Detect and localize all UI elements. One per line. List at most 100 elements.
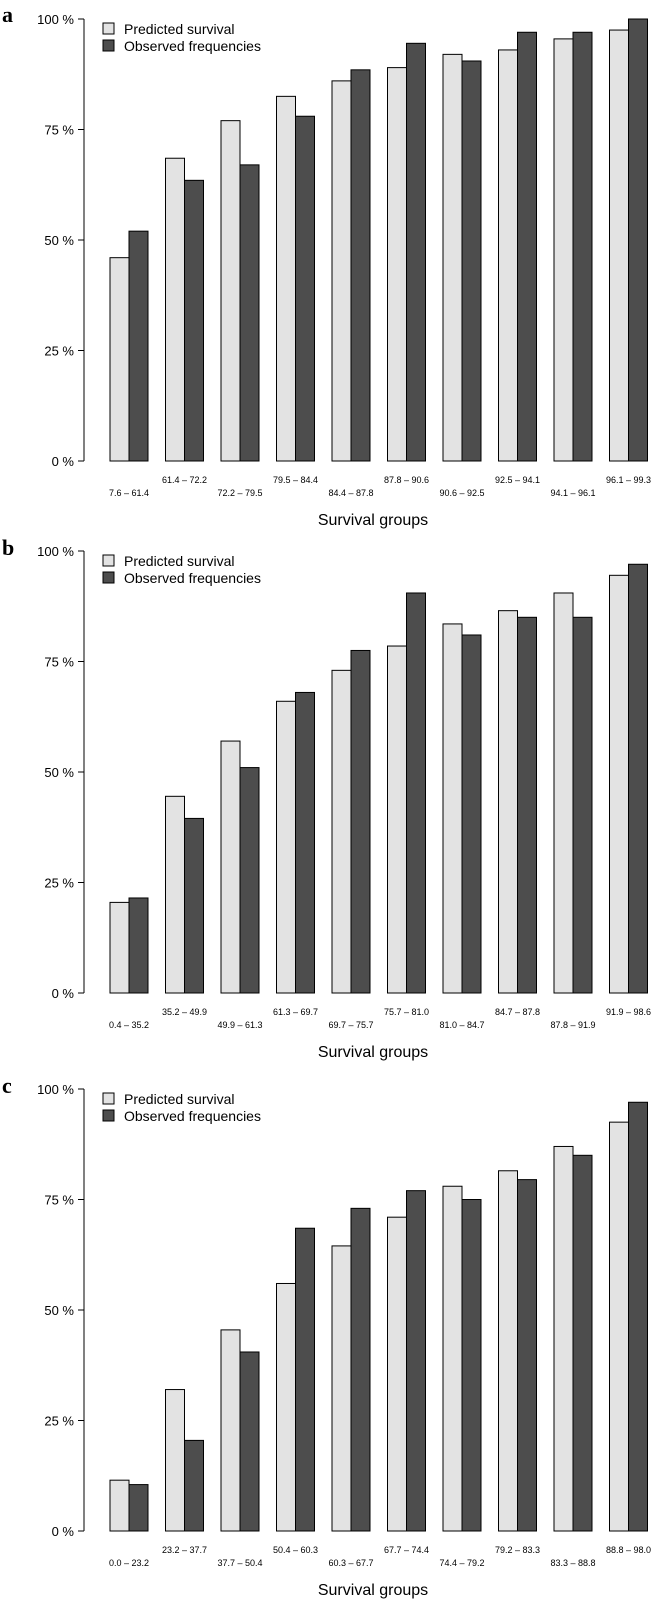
legend-swatch-observed <box>102 571 115 584</box>
observed-bar <box>461 60 482 462</box>
predicted-bar <box>165 157 185 462</box>
observed-bar <box>128 230 149 462</box>
chart-panel-c: c 0 % 25 % 50 % 75 % 100 % 0.0 – 23.2 23.2 – 37… <box>2 1073 651 1599</box>
x-axis-label: Survival groups <box>318 1582 428 1599</box>
predicted-bar <box>387 1216 407 1532</box>
observed-bar <box>572 31 593 462</box>
predicted-bar <box>609 1121 629 1532</box>
observed-bar <box>628 563 648 994</box>
x-tick-label: 23.2 – 37.7 <box>162 1545 207 1555</box>
predicted-bar <box>276 95 296 462</box>
predicted-bar <box>109 257 130 462</box>
predicted-bar <box>498 610 518 994</box>
observed-bar <box>128 897 149 994</box>
x-tick-label: 69.7 – 75.7 <box>328 1020 373 1030</box>
observed-bar <box>184 179 204 462</box>
observed-bar <box>572 1154 593 1532</box>
observed-bar <box>628 18 648 462</box>
observed-bar <box>239 1351 260 1532</box>
x-tick-label: 92.5 – 94.1 <box>495 475 540 485</box>
panel-label: c <box>2 1073 12 1098</box>
predicted-bar <box>276 1282 296 1532</box>
x-tick-label: 81.0 – 84.7 <box>439 1020 484 1030</box>
x-tick-label: 84.7 – 87.8 <box>495 1007 540 1017</box>
legend-swatch-observed <box>102 39 115 52</box>
predicted-bar <box>165 1389 185 1532</box>
observed-bar <box>184 817 204 994</box>
x-tick-label: 96.1 – 99.3 <box>606 475 651 485</box>
x-tick-label: 7.6 – 61.4 <box>109 488 149 498</box>
y-tick-label: 75 % <box>44 123 74 138</box>
x-tick-label: 61.4 – 72.2 <box>162 475 207 485</box>
y-tick-label: 25 % <box>44 1414 74 1429</box>
predicted-bar <box>220 120 241 462</box>
legend-label-predicted: Predicted survival <box>124 21 235 37</box>
predicted-bar <box>387 67 407 462</box>
predicted-bar <box>220 1329 241 1532</box>
panel-label: b <box>2 535 14 560</box>
legend-swatch-observed <box>102 1109 115 1122</box>
observed-bar <box>461 1199 482 1532</box>
y-tick-label: 100 % <box>37 1082 74 1097</box>
x-tick-label: 67.7 – 74.4 <box>384 1545 429 1555</box>
y-tick-label: 75 % <box>44 655 74 670</box>
x-tick-label: 84.4 – 87.8 <box>328 488 373 498</box>
observed-bar <box>406 42 426 462</box>
legend-swatch-predicted <box>102 22 115 35</box>
legend-swatch-predicted <box>102 554 115 567</box>
observed-bar <box>350 649 371 994</box>
y-tick-label: 25 % <box>44 876 74 891</box>
x-tick-label: 91.9 – 98.6 <box>606 1007 651 1017</box>
predicted-bar <box>553 592 574 994</box>
legend-label-observed: Observed frequencies <box>124 570 261 586</box>
y-tick-label: 100 % <box>37 12 74 27</box>
x-tick-label: 79.5 – 84.4 <box>273 475 318 485</box>
x-axis-label: Survival groups <box>318 1044 428 1061</box>
x-tick-label: 35.2 – 49.9 <box>162 1007 207 1017</box>
x-tick-label: 72.2 – 79.5 <box>217 488 262 498</box>
predicted-bar <box>109 901 130 994</box>
y-tick-label: 0 % <box>52 454 75 469</box>
predicted-bar <box>331 1245 352 1532</box>
x-tick-label: 74.4 – 79.2 <box>439 1558 484 1568</box>
x-tick-label: 75.7 – 81.0 <box>384 1007 429 1017</box>
x-tick-label: 79.2 – 83.3 <box>495 1545 540 1555</box>
predicted-bar <box>442 53 463 462</box>
observed-bar <box>517 616 537 994</box>
observed-bar <box>350 69 371 462</box>
observed-bar <box>517 31 537 462</box>
legend-label-predicted: Predicted survival <box>124 553 235 569</box>
y-tick-label: 50 % <box>44 233 74 248</box>
x-axis-label: Survival groups <box>318 512 428 529</box>
predicted-bar <box>165 795 185 994</box>
panel-label: a <box>2 2 13 27</box>
y-tick-label: 50 % <box>44 765 74 780</box>
predicted-bar <box>609 29 629 462</box>
x-tick-label: 87.8 – 91.9 <box>550 1020 595 1030</box>
x-tick-label: 88.8 – 98.0 <box>606 1545 651 1555</box>
observed-bar <box>406 592 426 994</box>
predicted-bar <box>442 1185 463 1532</box>
observed-bar <box>295 691 315 994</box>
predicted-bar <box>498 1170 518 1532</box>
observed-bar <box>572 616 593 994</box>
observed-bar <box>128 1484 149 1532</box>
predicted-bar <box>331 80 352 462</box>
observed-bar <box>295 115 315 462</box>
observed-bar <box>517 1179 537 1532</box>
x-tick-label: 90.6 – 92.5 <box>439 488 484 498</box>
predicted-bar <box>609 574 629 994</box>
observed-bar <box>295 1227 315 1532</box>
predicted-bar <box>387 645 407 994</box>
x-tick-label: 49.9 – 61.3 <box>217 1020 262 1030</box>
observed-bar <box>239 164 260 462</box>
predicted-bar <box>498 49 518 462</box>
y-tick-label: 0 % <box>52 1524 75 1539</box>
y-tick-label: 100 % <box>37 544 74 559</box>
legend-label-observed: Observed frequencies <box>124 38 261 54</box>
observed-bar <box>406 1190 426 1532</box>
predicted-bar <box>331 669 352 994</box>
x-tick-label: 0.0 – 23.2 <box>109 1558 149 1568</box>
